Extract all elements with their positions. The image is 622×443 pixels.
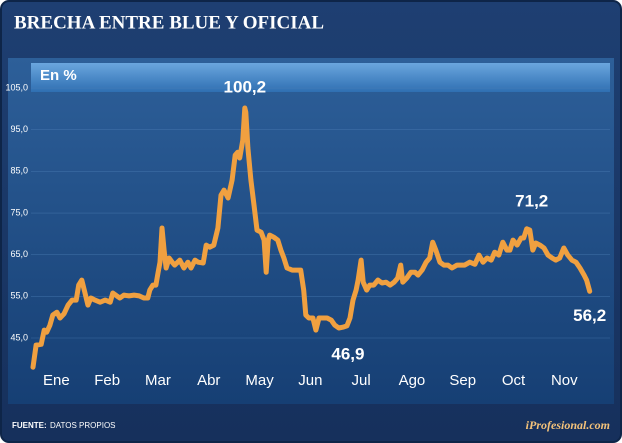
- y-tick-label: 105,0: [5, 82, 28, 92]
- x-tick-label: Mar: [145, 372, 171, 389]
- chart-title: BRECHA ENTRE BLUE Y OFICIAL: [14, 12, 324, 33]
- annotation: 71,2: [515, 191, 548, 210]
- brand: iProfesional.com: [526, 418, 610, 432]
- plot-area: [8, 58, 614, 404]
- y-tick-label: 95,0: [10, 124, 28, 134]
- x-tick-label: Ene: [43, 372, 70, 389]
- annotation: 56,2: [573, 306, 606, 325]
- x-tick-label: Feb: [94, 372, 120, 389]
- x-tick-label: Jun: [298, 372, 322, 389]
- y-tick-label: 65,0: [10, 249, 28, 259]
- y-tick-label: 85,0: [10, 166, 28, 176]
- annotation: 100,2: [224, 78, 267, 97]
- line-series: [30, 105, 593, 370]
- subtitle-band: [31, 63, 610, 92]
- plot-layer: 45,0 55,0 65,0 75,0 85,0 95,0 105,0 Ene Feb Mar Ab…: [5, 78, 610, 389]
- y-tick-label: 45,0: [10, 332, 28, 342]
- x-tick-label: Sep: [449, 372, 476, 389]
- source: DATOS PROPIOS: [50, 421, 116, 430]
- subtitle: En %: [40, 67, 77, 84]
- x-tick-label: Oct: [502, 372, 526, 389]
- x-tick-label: Jul: [352, 372, 371, 389]
- x-tick-label: May: [245, 372, 274, 389]
- annotation: 46,9: [331, 345, 364, 364]
- x-tick-label: Abr: [197, 372, 220, 389]
- source-label: FUENTE:: [12, 421, 47, 430]
- x-tick-label: Ago: [399, 372, 426, 389]
- x-tick-label: Nov: [551, 372, 578, 389]
- y-tick-label: 75,0: [10, 207, 28, 217]
- y-tick-label: 55,0: [10, 291, 28, 301]
